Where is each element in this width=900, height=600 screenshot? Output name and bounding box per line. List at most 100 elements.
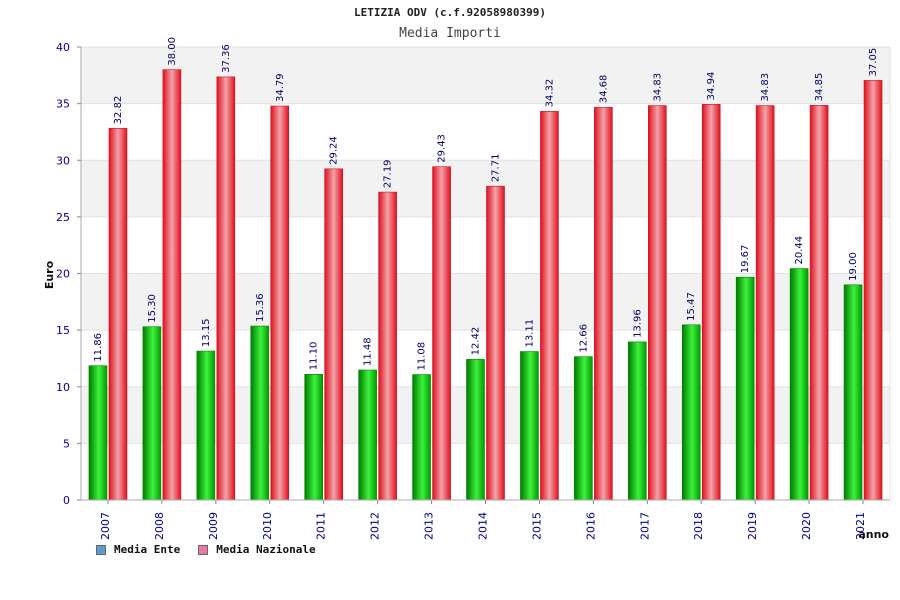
y-tick-label: 10 [56,381,70,394]
bar-media-nazionale [594,106,613,501]
bar-media-nazionale [432,166,451,501]
x-tick-label: 2012 [369,512,382,540]
plot-band [81,103,890,161]
bar-value-label: 27.19 [383,159,394,188]
bar-value-label: 11.08 [417,342,428,371]
bar-value-label: 15.30 [147,294,158,323]
bar-value-label: 34.32 [544,79,555,108]
bar-media-ente [358,369,377,501]
x-tick-label: 2011 [315,512,328,540]
bar-value-label: 37.05 [868,48,879,77]
bar-media-nazionale [755,105,775,501]
y-tick-label: 5 [63,437,70,450]
bar-value-label: 34.68 [598,75,609,104]
bar-media-nazionale [863,80,883,501]
y-tick-label: 15 [56,324,70,337]
legend: Media Ente Media Nazionale [96,543,334,556]
bar-value-label: 27.71 [491,154,502,183]
bar-media-nazionale [486,185,505,501]
bar-media-ente [88,365,108,501]
bar-value-label: 13.15 [201,318,212,347]
bar-media-ente [627,341,647,501]
legend-label-media-nazionale: Media Nazionale [216,543,316,556]
bar-media-ente [250,325,270,501]
bar-media-ente [196,350,216,501]
x-tick-label: 2009 [207,512,220,540]
x-axis-label: anno [858,528,889,541]
y-tick-label: 35 [56,98,70,111]
bar-value-label: 19.00 [848,252,859,281]
y-tick-label: 30 [56,154,70,167]
bar-value-label: 29.24 [329,136,340,165]
bar-value-label: 34.85 [814,73,825,102]
x-tick-label: 2018 [692,512,705,540]
bar-value-label: 34.83 [652,73,663,102]
legend-swatch-media-ente [96,544,106,555]
chart-title: LETIZIA ODV (c.f.92058980399) [353,6,547,19]
bar-value-label: 15.36 [255,293,266,322]
bar-media-ente [142,326,162,501]
x-tick-label: 2008 [153,512,166,540]
bar-media-ente [574,356,593,501]
bar-media-nazionale [701,104,721,501]
bar-value-label: 34.94 [706,72,717,101]
y-tick-label: 0 [63,494,70,507]
legend-item-media-ente: Media Ente [96,543,180,556]
bar-value-label: 37.36 [221,44,232,73]
bar-value-label: 20.44 [794,236,805,265]
y-axis-label: Euro [43,260,56,289]
bar-media-ente [466,359,485,501]
y-tick-label: 20 [56,268,70,281]
chart-subtitle: Media Importi [399,26,501,41]
bar-media-nazionale [216,76,236,501]
y-tick-label: 40 [56,41,70,54]
x-tick-label: 2020 [800,512,813,540]
bar-media-nazionale [270,105,290,501]
bar-media-ente [789,268,809,501]
bar-value-label: 15.47 [686,292,697,321]
bar-media-ente [843,284,863,501]
bar-value-label: 34.79 [275,73,286,102]
bar-value-label: 34.83 [760,73,771,102]
plot-band [81,216,890,274]
x-tick-label: 2019 [746,512,759,540]
x-tick-label: 2016 [584,512,597,540]
legend-swatch-media-nazionale [198,544,209,555]
plot-band [81,47,890,104]
plot-band [81,443,890,500]
bar-media-nazionale [324,168,344,501]
x-tick-label: 2015 [530,512,543,540]
x-tick-label: 2007 [99,512,112,540]
x-tick-label: 2013 [423,512,436,540]
x-tick-label: 2010 [261,512,274,540]
bar-media-ente [681,324,701,501]
y-tick-label: 25 [56,211,70,224]
bar-media-nazionale [378,191,397,501]
bar-media-ente [520,351,539,501]
bar-value-label: 12.66 [578,324,589,353]
bar-media-nazionale [540,111,559,501]
x-tick-label: 2021 [854,512,867,540]
bar-value-label: 29.43 [437,134,448,163]
bar-value-label: 32.82 [113,96,124,125]
plot-band [81,273,890,331]
bar-value-label: 13.96 [632,309,643,338]
x-tick-label: 2017 [638,512,651,540]
bar-value-label: 13.11 [524,319,535,348]
bar-value-label: 11.10 [309,342,320,371]
bar-media-nazionale [647,105,667,501]
x-tick-label: 2014 [477,512,490,540]
legend-label-media-ente: Media Ente [114,543,181,556]
bar-media-ente [304,373,324,501]
plot-band [81,330,890,387]
bar-media-ente [735,276,755,501]
bar-media-ente [412,374,431,501]
legend-item-media-nazionale: Media Nazionale [198,543,316,556]
bar-value-label: 19.67 [740,245,751,274]
bar-value-label: 12.42 [471,327,482,356]
bar-media-nazionale [809,105,829,501]
bar-media-nazionale [108,128,128,501]
plot-band [81,386,890,444]
